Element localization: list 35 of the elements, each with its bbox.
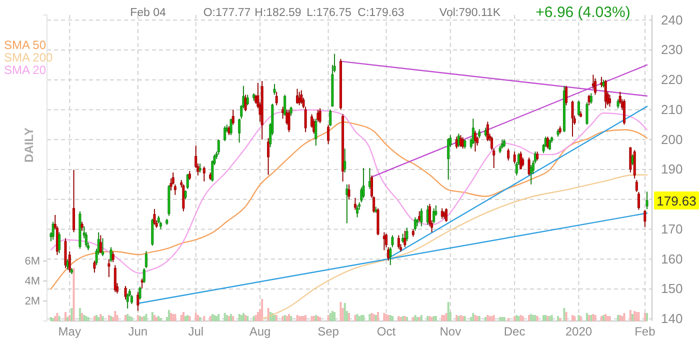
annotation: Feb 04 <box>130 7 166 19</box>
text: SMA 20 <box>4 63 46 77</box>
y-tick-label: 170 <box>661 221 683 236</box>
x-tick-label: Nov <box>440 324 462 339</box>
text: 179.63 <box>656 193 696 208</box>
x-tick-label: Jun <box>128 324 148 339</box>
y-tick-label: 150 <box>661 281 683 296</box>
text: SMA 200 <box>4 50 54 64</box>
text: SMA 50 <box>4 38 46 52</box>
y2-tick-label: 6M <box>24 256 40 268</box>
x-tick-label: Oct <box>376 324 396 339</box>
annotation: L:176.75 <box>306 7 352 19</box>
annotation: H:182.59 <box>254 7 302 19</box>
y-tick-label: 160 <box>661 251 683 266</box>
x-tick-label: 2020 <box>565 324 592 339</box>
x-tick-label: Jul <box>188 324 204 339</box>
annotation: O:177.77 <box>203 7 251 19</box>
y2-tick-label: 2M <box>24 296 40 308</box>
x-tick-label: Aug <box>249 324 271 339</box>
y-tick-label: 240 <box>661 12 683 28</box>
y-tick-label: 140 <box>661 311 683 326</box>
text: DAILY <box>22 128 36 162</box>
y-tick-label: 190 <box>661 162 683 177</box>
y2-tick-label: 4M <box>24 276 40 288</box>
annotation: Vol:790.11K <box>439 7 501 19</box>
x-tick-label: May <box>58 324 81 339</box>
x-tick-label: Sep <box>318 324 340 339</box>
y-tick-label: 220 <box>661 72 683 88</box>
annotation: +6.96 (4.03%) <box>536 4 630 21</box>
x-tick-label: Feb <box>634 324 656 339</box>
y-tick-label: 230 <box>661 42 683 58</box>
x-tick-label: Dec <box>504 324 526 339</box>
y-tick-label: 210 <box>661 102 683 117</box>
y-tick-label: 200 <box>661 132 683 147</box>
annotation: C:179.63 <box>358 7 404 19</box>
